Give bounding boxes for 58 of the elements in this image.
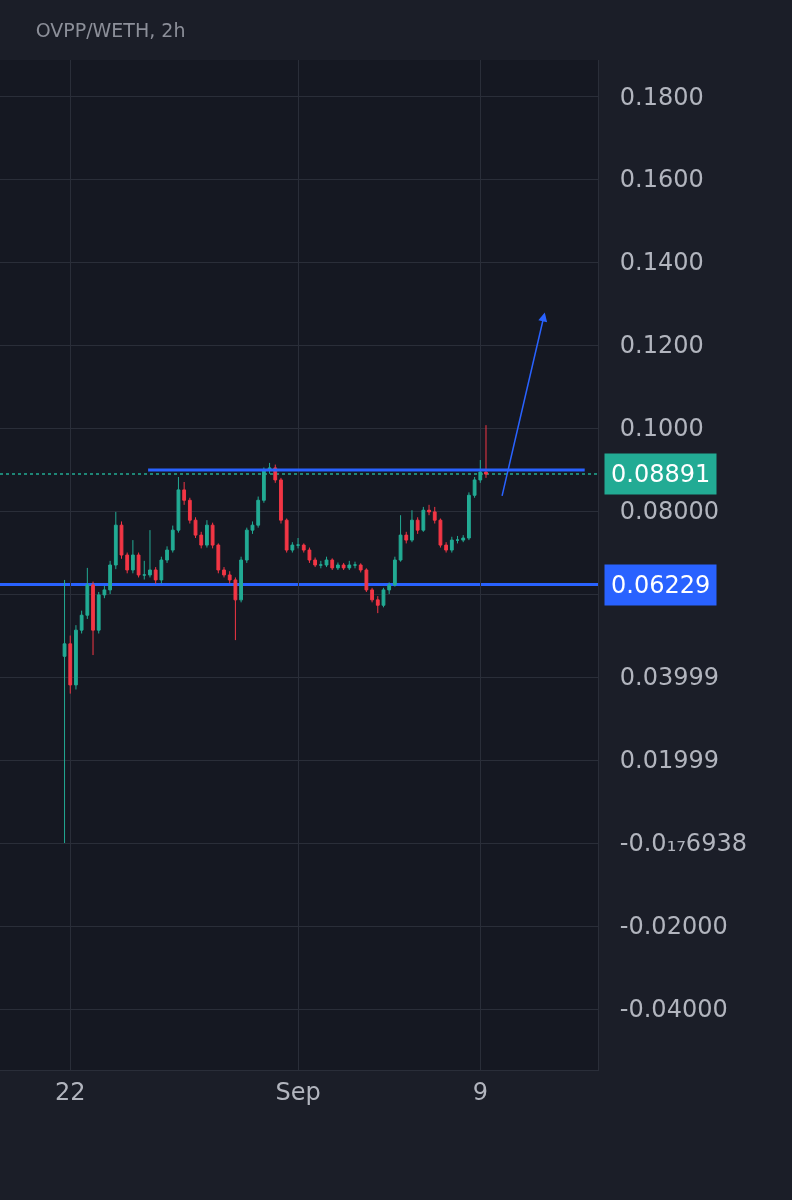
y-tick-label: 0.1600: [619, 165, 704, 194]
candlestick: [398, 514, 403, 563]
y-tick-label: 0.01999: [619, 746, 720, 775]
candlestick: [165, 545, 169, 564]
candlestick: [239, 556, 243, 603]
candlestick: [153, 566, 158, 585]
ref-line-label: 0.08891: [611, 460, 711, 488]
candlestick: [222, 566, 226, 578]
candlestick: [296, 537, 300, 549]
candlestick: [130, 539, 135, 574]
candlestick: [444, 541, 449, 554]
candlestick: [113, 511, 118, 570]
candlestick: [449, 536, 454, 554]
y-tick-label: 0.1800: [619, 82, 704, 111]
candlestick: [421, 506, 426, 533]
y-tick-label: -0.04000: [619, 995, 728, 1024]
y-tick-label: -0.02000: [619, 912, 728, 941]
candlestick: [205, 519, 209, 549]
y-tick-label: 0.1200: [619, 331, 704, 360]
candlestick: [341, 562, 346, 571]
candlestick: [91, 581, 95, 656]
y-tick-label: -0.0₁₇6938: [619, 829, 747, 858]
candlestick: [290, 541, 295, 554]
candlestick: [68, 635, 73, 695]
y-tick-label: 0.08000: [619, 497, 720, 526]
candlestick: [279, 477, 283, 524]
x-tick-label: 9: [472, 1077, 488, 1106]
candlestick: [415, 516, 420, 535]
candlestick: [313, 557, 318, 568]
candlestick: [336, 562, 340, 571]
candlestick: [467, 491, 471, 541]
candlestick: [324, 556, 329, 568]
candlestick: [347, 560, 352, 571]
candlestick: [370, 587, 374, 603]
chart-title: OVPP/WETH, 2h: [35, 18, 186, 41]
candlestick: [427, 504, 431, 516]
candlestick: [392, 556, 397, 588]
x-tick-label: 22: [54, 1077, 86, 1106]
candlestick: [62, 579, 67, 844]
candlestick: [148, 529, 152, 578]
candlestick: [410, 509, 414, 543]
y-tick-label: 0.1400: [619, 248, 704, 277]
candlestick: [461, 534, 466, 543]
candlestick: [108, 560, 112, 595]
candlestick: [182, 481, 187, 506]
candlestick: [375, 595, 380, 614]
candlestick: [74, 624, 78, 690]
candlestick: [159, 556, 164, 585]
candlestick: [142, 560, 147, 581]
candlestick: [484, 424, 488, 479]
y-tick-label: 0.1000: [619, 414, 704, 443]
y-tick-label: 0.03999: [619, 663, 720, 692]
x-tick-label: Sep: [275, 1077, 321, 1106]
ref-line-label: 0.06229: [611, 571, 711, 599]
candlestick: [404, 531, 409, 544]
candlestick: [136, 552, 141, 578]
candlestick: [284, 518, 289, 554]
candlestick: [330, 557, 335, 571]
